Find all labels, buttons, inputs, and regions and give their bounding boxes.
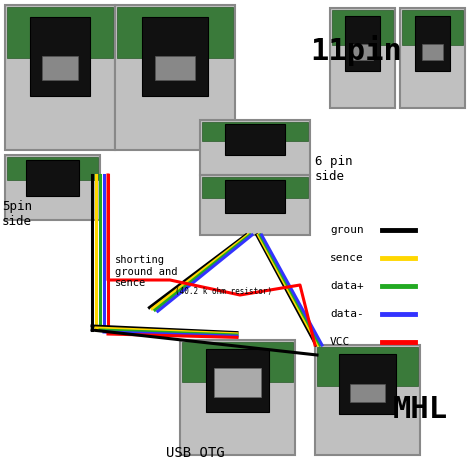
Bar: [27, 160, 79, 196]
Bar: [155, 56, 195, 81]
Text: (40.2 k ohm resistor): (40.2 k ohm resistor): [175, 287, 272, 296]
Bar: [182, 342, 293, 382]
Bar: [142, 17, 208, 96]
Bar: [202, 177, 308, 198]
Text: MHL: MHL: [392, 395, 447, 425]
Text: 11pin: 11pin: [310, 35, 402, 66]
Bar: [7, 7, 113, 58]
Bar: [180, 340, 295, 455]
Bar: [352, 44, 373, 60]
Bar: [117, 7, 233, 58]
Bar: [30, 17, 90, 96]
Bar: [345, 16, 380, 71]
Bar: [402, 10, 463, 45]
Bar: [415, 16, 450, 71]
Text: 6 pin
side: 6 pin side: [315, 155, 353, 183]
Bar: [5, 155, 100, 220]
Bar: [5, 5, 115, 150]
Bar: [317, 347, 418, 385]
Bar: [338, 354, 396, 414]
Text: sence: sence: [330, 253, 364, 263]
Bar: [202, 122, 308, 141]
Bar: [115, 5, 235, 150]
Text: groun: groun: [330, 225, 364, 235]
Bar: [315, 345, 420, 455]
Text: 5pin
side: 5pin side: [2, 200, 32, 228]
Bar: [350, 384, 385, 402]
Bar: [206, 349, 269, 412]
Bar: [225, 124, 285, 155]
Bar: [330, 8, 395, 108]
Bar: [7, 157, 98, 180]
Bar: [225, 180, 285, 213]
Bar: [422, 44, 443, 60]
Text: USB OTG: USB OTG: [166, 446, 224, 460]
Bar: [214, 368, 261, 397]
Text: data-: data-: [330, 309, 364, 319]
Bar: [200, 120, 310, 175]
Bar: [42, 56, 78, 81]
Text: shorting
ground and
sence: shorting ground and sence: [115, 255, 177, 288]
Text: data+: data+: [330, 281, 364, 291]
Bar: [400, 8, 465, 108]
Bar: [332, 10, 393, 45]
Text: VCC: VCC: [330, 337, 350, 347]
Bar: [200, 175, 310, 235]
